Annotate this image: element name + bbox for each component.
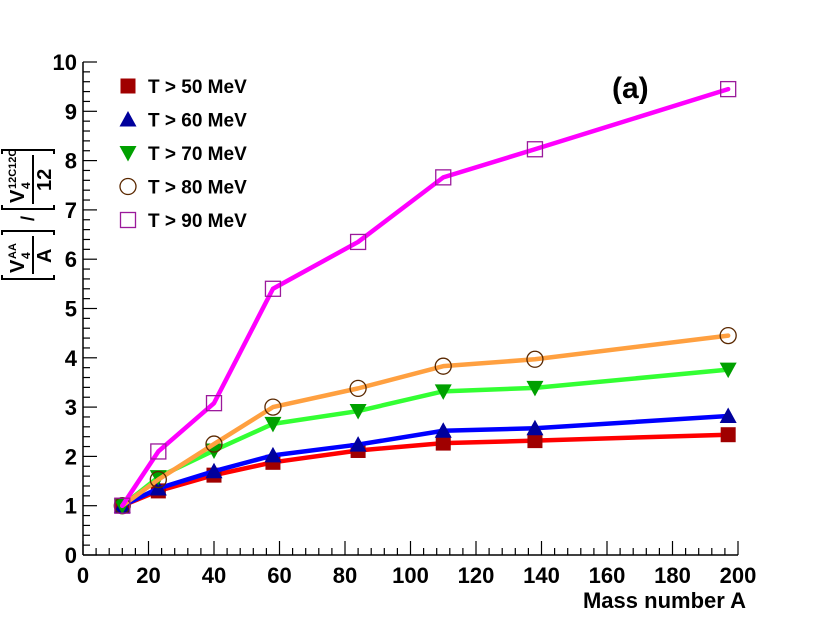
x-tick-label: 120 (458, 563, 495, 588)
data-point (719, 407, 737, 423)
data-point (205, 395, 223, 412)
legend-marker (119, 211, 137, 229)
y-tick-label: 5 (65, 297, 77, 322)
series-2 (113, 407, 737, 513)
x-tick-label: 20 (136, 563, 160, 588)
data-point (526, 350, 544, 368)
data-point (205, 435, 223, 453)
legend-marker (119, 177, 137, 196)
x-axis-title: Mass number A (583, 588, 746, 613)
data-point (434, 357, 452, 375)
y-tick-label: 9 (65, 99, 77, 124)
y-tick-label: 4 (65, 346, 78, 371)
data-point (150, 443, 167, 460)
y-tick-label: 8 (65, 149, 77, 174)
data-point (435, 169, 452, 186)
y-label-bracket-right-open (1, 205, 55, 210)
data-point (114, 497, 131, 514)
legend-label: T > 80 MeV (148, 178, 247, 199)
data-point (720, 427, 736, 443)
legend-entry-1: T > 50 MeV (120, 77, 247, 98)
tick-labels: 0 20 40 60 80 100 120 140 160 180 200 0 1 2 3 4 5 6 7 8 9 10 (53, 50, 757, 588)
series-5 (114, 80, 737, 514)
x-tick-label: 60 (267, 563, 291, 588)
y-tick-label: 10 (53, 50, 77, 75)
x-tick-label: 100 (392, 563, 429, 588)
y-label-bracket-right-close (1, 149, 55, 154)
data-point (205, 462, 223, 479)
legend-label: T > 90 MeV (148, 211, 247, 232)
y-label-right-denominator: 12 (34, 169, 56, 191)
x-tick-label: 200 (720, 563, 757, 588)
y-label-bracket-left-open (1, 275, 55, 280)
x-tick-label: 40 (202, 563, 226, 588)
legend-entry-5: T > 90 MeV (119, 211, 247, 232)
y-label-right-numerator-sub: 4 (19, 182, 33, 189)
y-label-bracket-left-close (1, 230, 55, 235)
y-tick-label: 3 (65, 395, 77, 420)
data-point (434, 384, 452, 400)
series-line (120, 86, 731, 508)
y-tick-label: 7 (65, 198, 77, 223)
series-line (120, 413, 731, 508)
data-point (149, 470, 167, 489)
y-label-left-numerator-sup: AA (7, 243, 19, 259)
axis-ticks (82, 61, 739, 556)
y-label-right-numerator-sup: 12C12C (7, 149, 19, 189)
data-point (720, 80, 737, 98)
data-point (264, 280, 282, 297)
data-point (264, 416, 282, 433)
data-point (526, 141, 544, 158)
y-tick-label: 0 (65, 543, 77, 568)
y-label-separator: / (18, 216, 38, 221)
data-point (264, 446, 282, 463)
legend-entry-4: T > 80 MeV (119, 177, 247, 199)
legend-marker (119, 111, 137, 127)
legend-label: T > 60 MeV (148, 111, 247, 132)
y-axis-title: V 4 AA A / V 4 12C12C 12 (1, 149, 56, 280)
series-group (113, 80, 737, 515)
legend-label: T > 50 MeV (148, 77, 247, 98)
legend-marker (120, 78, 136, 94)
legend-entry-3: T > 70 MeV (119, 144, 247, 165)
x-tick-label: 0 (77, 563, 89, 588)
y-tick-label: 1 (65, 494, 77, 519)
y-tick-label: 6 (65, 247, 77, 272)
data-point (264, 398, 282, 416)
legend-entry-2: T > 60 MeV (119, 111, 247, 132)
data-point (349, 379, 367, 398)
data-point (526, 380, 544, 397)
y-label-left-denominator: A (34, 249, 56, 263)
data-point (435, 435, 451, 451)
legend-marker (119, 146, 137, 162)
series-1 (114, 427, 736, 514)
data-point (719, 326, 737, 345)
legend: T > 50 MeV T > 60 MeV T > 70 MeV T > 80 MeV… (119, 77, 247, 232)
x-tick-label: 140 (523, 563, 560, 588)
data-point (349, 233, 367, 251)
y-label-left-numerator: V (7, 259, 29, 273)
series-line (120, 432, 731, 508)
data-point (434, 422, 452, 438)
y-tick-label: 2 (65, 444, 77, 469)
data-point (719, 362, 737, 379)
data-point (527, 433, 543, 449)
series-line (120, 333, 731, 508)
x-tick-label: 160 (589, 563, 626, 588)
data-point (526, 419, 544, 436)
x-tick-label: 180 (654, 563, 691, 588)
data-point (349, 404, 367, 420)
x-tick-label: 80 (333, 563, 357, 588)
y-label-left-numerator-sub: 4 (19, 252, 33, 259)
y-label-right-numerator: V (7, 189, 29, 203)
panel-label: (a) (612, 72, 649, 105)
legend-label: T > 70 MeV (148, 144, 247, 165)
data-point (349, 436, 367, 452)
